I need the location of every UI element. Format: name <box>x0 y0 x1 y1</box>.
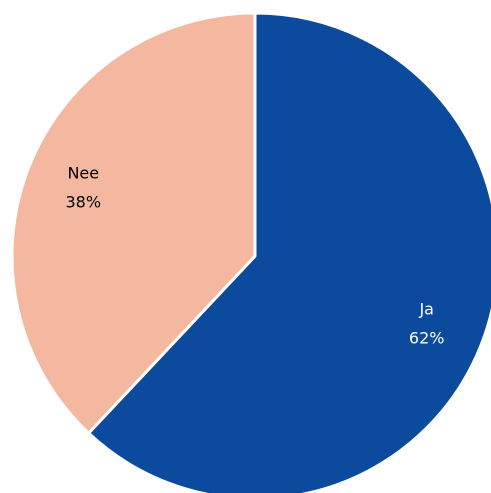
slice-label: Nee <box>67 164 99 183</box>
slice-value-label: 38% <box>66 193 102 212</box>
slice-label: Ja <box>418 299 434 318</box>
pie-slice <box>10 11 257 435</box>
slice-value-label: 62% <box>409 328 445 347</box>
pie-slice <box>87 11 491 493</box>
